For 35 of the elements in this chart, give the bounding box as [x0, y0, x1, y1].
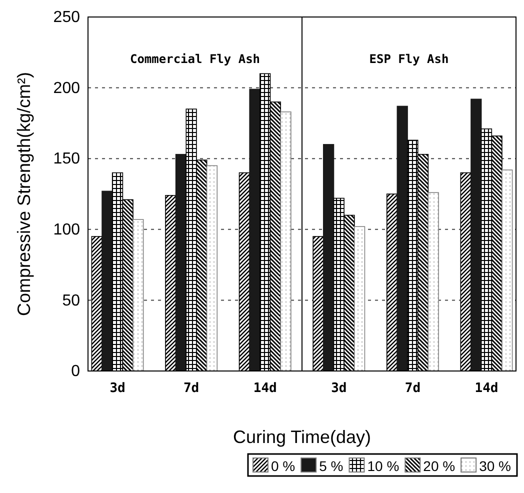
y-axis-title: Compressive Strength(kg/cm²) [14, 72, 34, 316]
bar [428, 192, 439, 372]
y-tick-label: 250 [53, 9, 80, 26]
x-axis-title: Curing Time(day) [232, 427, 372, 447]
x-tick-label: 3d [331, 381, 347, 396]
annotation: ESP Fly Ash [369, 52, 449, 66]
y-tick-label: 200 [53, 80, 80, 97]
bar [132, 219, 144, 372]
x-tick-label: 14d [474, 381, 498, 396]
bar [102, 190, 113, 372]
bar [249, 88, 260, 372]
y-tick-label: 150 [53, 150, 80, 168]
annotation: Commercial Fly Ash [130, 52, 260, 66]
legend-label: 5 % [319, 458, 344, 474]
bar [312, 236, 324, 372]
bar [396, 106, 408, 372]
bar [165, 195, 176, 372]
x-tick-label: 14d [253, 381, 277, 396]
bar [386, 194, 398, 372]
y-tick-label: 0 [71, 363, 80, 380]
y-tick-label: 50 [62, 292, 80, 310]
x-tick-label: 7d [183, 381, 200, 396]
bar [323, 144, 334, 372]
bar [280, 111, 292, 372]
bar [206, 165, 218, 372]
bar [502, 170, 513, 372]
bar [354, 226, 366, 372]
legend-label: 10 % [367, 458, 400, 474]
x-tick-label: 3d [110, 381, 126, 396]
legend-label: 0 % [270, 458, 296, 474]
x-tick-label: 7d [404, 381, 421, 396]
bar [470, 98, 482, 372]
y-tick-label: 100 [53, 222, 80, 239]
legend-label: 20 % [423, 458, 456, 474]
legend-label: 30 % [479, 458, 511, 474]
